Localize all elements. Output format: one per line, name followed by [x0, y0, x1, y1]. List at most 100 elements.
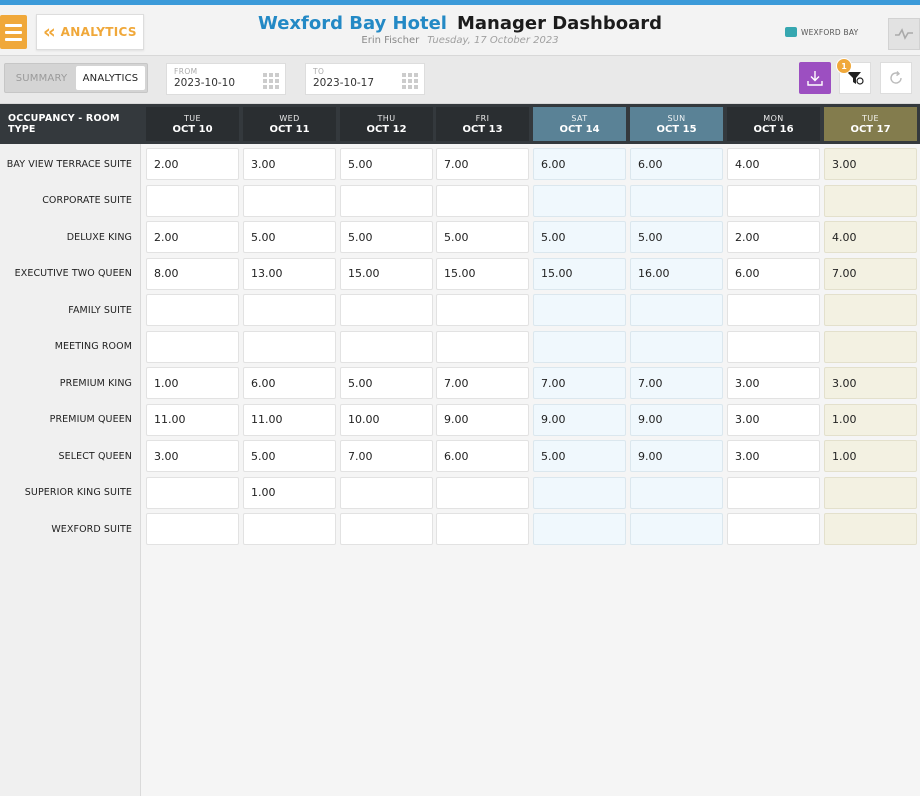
- occupancy-cell[interactable]: [436, 513, 529, 545]
- occupancy-cell[interactable]: [727, 513, 820, 545]
- occupancy-cell[interactable]: 5.00: [630, 221, 723, 253]
- occupancy-cell[interactable]: [436, 184, 529, 217]
- occupancy-cell[interactable]: 9.00: [436, 403, 529, 436]
- occupancy-cell[interactable]: 11.00: [243, 403, 336, 436]
- occupancy-cell[interactable]: 6.00: [533, 148, 626, 180]
- occupancy-cell[interactable]: 10.00: [340, 403, 433, 436]
- occupancy-cell[interactable]: [146, 330, 239, 363]
- occupancy-cell[interactable]: 9.00: [630, 403, 723, 436]
- occupancy-cell[interactable]: [340, 330, 433, 363]
- column-header[interactable]: SAT OCT 14: [533, 107, 626, 141]
- occupancy-cell[interactable]: [533, 476, 626, 509]
- column-header[interactable]: TUE OCT 10: [146, 107, 239, 141]
- occupancy-cell[interactable]: 5.00: [533, 440, 626, 472]
- from-date-field[interactable]: FROM 2023-10-10: [166, 63, 286, 95]
- occupancy-cell[interactable]: 7.00: [436, 148, 529, 180]
- occupancy-cell[interactable]: 4.00: [727, 148, 820, 180]
- occupancy-cell[interactable]: 3.00: [824, 148, 917, 180]
- activity-pulse-button[interactable]: [888, 18, 920, 50]
- column-header[interactable]: FRI OCT 13: [436, 107, 529, 141]
- occupancy-cell[interactable]: [340, 476, 433, 509]
- occupancy-cell[interactable]: [824, 184, 917, 217]
- occupancy-cell[interactable]: 15.00: [533, 257, 626, 290]
- column-header[interactable]: MON OCT 16: [727, 107, 820, 141]
- occupancy-cell[interactable]: 15.00: [340, 257, 433, 290]
- occupancy-cell[interactable]: [533, 513, 626, 545]
- occupancy-cell[interactable]: 5.00: [243, 440, 336, 472]
- column-header[interactable]: TUE OCT 17: [824, 107, 917, 141]
- occupancy-cell[interactable]: 5.00: [533, 221, 626, 253]
- occupancy-cell[interactable]: [533, 294, 626, 326]
- occupancy-cell[interactable]: 1.00: [243, 476, 336, 509]
- occupancy-cell[interactable]: [340, 513, 433, 545]
- to-date-field[interactable]: TO 2023-10-17: [305, 63, 425, 95]
- occupancy-cell[interactable]: 7.00: [436, 367, 529, 399]
- occupancy-cell[interactable]: [727, 184, 820, 217]
- occupancy-cell[interactable]: 3.00: [727, 403, 820, 436]
- occupancy-cell[interactable]: 16.00: [630, 257, 723, 290]
- occupancy-cell[interactable]: 1.00: [824, 403, 917, 436]
- occupancy-cell[interactable]: 2.00: [727, 221, 820, 253]
- column-header[interactable]: WED OCT 11: [243, 107, 336, 141]
- occupancy-cell[interactable]: [630, 513, 723, 545]
- occupancy-cell[interactable]: 3.00: [824, 367, 917, 399]
- occupancy-cell[interactable]: [824, 513, 917, 545]
- occupancy-cell[interactable]: 2.00: [146, 221, 239, 253]
- occupancy-cell[interactable]: 9.00: [630, 440, 723, 472]
- column-header[interactable]: THU OCT 12: [340, 107, 433, 141]
- occupancy-cell[interactable]: [630, 184, 723, 217]
- occupancy-cell[interactable]: 6.00: [630, 148, 723, 180]
- occupancy-cell[interactable]: [243, 294, 336, 326]
- column-header[interactable]: SUN OCT 15: [630, 107, 723, 141]
- occupancy-cell[interactable]: [146, 184, 239, 217]
- refresh-button[interactable]: [880, 62, 912, 94]
- occupancy-cell[interactable]: [340, 184, 433, 217]
- analytics-back-button[interactable]: ‹‹ ANALYTICS: [36, 14, 144, 50]
- occupancy-cell[interactable]: [243, 513, 336, 545]
- hamburger-menu-icon[interactable]: [0, 15, 27, 49]
- occupancy-cell[interactable]: 3.00: [146, 440, 239, 472]
- occupancy-cell[interactable]: 5.00: [436, 221, 529, 253]
- occupancy-cell[interactable]: [533, 330, 626, 363]
- occupancy-cell[interactable]: 5.00: [340, 221, 433, 253]
- tab-summary[interactable]: SUMMARY: [15, 72, 68, 84]
- occupancy-cell[interactable]: 7.00: [824, 257, 917, 290]
- occupancy-cell[interactable]: [146, 476, 239, 509]
- occupancy-cell[interactable]: 5.00: [340, 148, 433, 180]
- occupancy-cell[interactable]: 6.00: [727, 257, 820, 290]
- occupancy-cell[interactable]: 8.00: [146, 257, 239, 290]
- occupancy-cell[interactable]: [727, 476, 820, 509]
- occupancy-cell[interactable]: [243, 330, 336, 363]
- occupancy-cell[interactable]: [630, 330, 723, 363]
- occupancy-cell[interactable]: 3.00: [243, 148, 336, 180]
- occupancy-cell[interactable]: [630, 294, 723, 326]
- occupancy-cell[interactable]: [436, 330, 529, 363]
- occupancy-cell[interactable]: 3.00: [727, 440, 820, 472]
- occupancy-cell[interactable]: 3.00: [727, 367, 820, 399]
- occupancy-cell[interactable]: [727, 330, 820, 363]
- occupancy-cell[interactable]: [824, 476, 917, 509]
- occupancy-cell[interactable]: 7.00: [630, 367, 723, 399]
- occupancy-cell[interactable]: 6.00: [243, 367, 336, 399]
- download-button[interactable]: [799, 62, 831, 94]
- occupancy-cell[interactable]: 7.00: [533, 367, 626, 399]
- occupancy-cell[interactable]: [630, 476, 723, 509]
- occupancy-cell[interactable]: [436, 476, 529, 509]
- occupancy-cell[interactable]: [243, 184, 336, 217]
- occupancy-cell[interactable]: 7.00: [340, 440, 433, 472]
- occupancy-cell[interactable]: [146, 294, 239, 326]
- occupancy-cell[interactable]: 5.00: [340, 367, 433, 399]
- occupancy-cell[interactable]: 2.00: [146, 148, 239, 180]
- occupancy-cell[interactable]: [436, 294, 529, 326]
- occupancy-cell[interactable]: 5.00: [243, 221, 336, 253]
- occupancy-cell[interactable]: 15.00: [436, 257, 529, 290]
- occupancy-cell[interactable]: 1.00: [824, 440, 917, 472]
- occupancy-cell[interactable]: 13.00: [243, 257, 336, 290]
- tab-analytics[interactable]: ANALYTICS: [76, 66, 145, 90]
- occupancy-cell[interactable]: [340, 294, 433, 326]
- occupancy-cell[interactable]: [533, 184, 626, 217]
- occupancy-cell[interactable]: 4.00: [824, 221, 917, 253]
- occupancy-cell[interactable]: 11.00: [146, 403, 239, 436]
- occupancy-cell[interactable]: [824, 330, 917, 363]
- occupancy-cell[interactable]: 1.00: [146, 367, 239, 399]
